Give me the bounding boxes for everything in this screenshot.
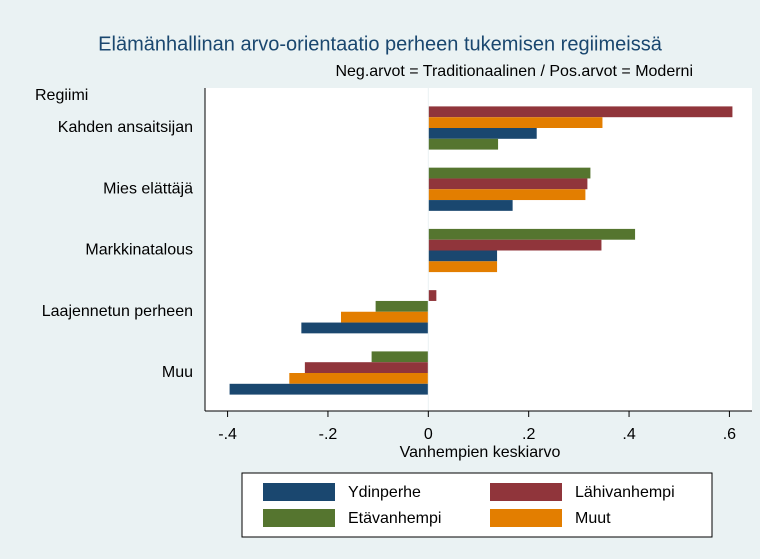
category-label: Markkinatalous [85, 242, 193, 259]
category-label: Muu [162, 364, 193, 381]
category-axis-label: Regiimi [35, 87, 88, 104]
bar [428, 261, 498, 273]
x-tick-label: .6 [723, 426, 736, 443]
bar [428, 178, 588, 190]
legend-label: Ydinperhe [348, 484, 421, 501]
bar [304, 362, 429, 373]
bar [229, 383, 429, 395]
x-axis-label: Vanhempien keskiarvo [400, 444, 561, 461]
chart-title: Elämänhallinan arvo-orientaatio perheen … [98, 33, 663, 55]
x-tick-label: -.2 [319, 426, 338, 443]
bar [371, 351, 429, 363]
category-label: Laajennetun perheen [42, 303, 193, 320]
category-label: Mies elättäjä [103, 180, 193, 197]
bar [428, 117, 603, 128]
legend-swatch [263, 483, 335, 501]
bar [428, 228, 636, 240]
x-tick-label: .2 [522, 426, 535, 443]
bar [428, 189, 586, 201]
legend-box [241, 472, 713, 538]
bar [428, 128, 537, 139]
bar [375, 300, 429, 312]
legend-label: Muut [575, 510, 611, 527]
category-label: Kahden ansaitsijan [58, 119, 193, 136]
bar [428, 106, 733, 118]
bar [428, 250, 498, 262]
bar [289, 373, 429, 384]
legend-swatch [490, 483, 562, 501]
bar [428, 200, 513, 211]
bar [428, 290, 437, 301]
x-tick-label: -.4 [218, 426, 237, 443]
legend-swatch [490, 509, 562, 527]
x-tick-label: .4 [622, 426, 635, 443]
legend-label: Etävanhempi [348, 510, 441, 527]
legend-label: Lähivanhempi [575, 484, 675, 501]
bar [340, 311, 429, 323]
bar [428, 239, 602, 251]
bar [428, 138, 499, 150]
bar [428, 167, 591, 179]
bar [301, 322, 429, 334]
legend-swatch [263, 509, 335, 527]
chart-subtitle: Neg.arvot = Traditionaalinen / Pos.arvot… [335, 63, 693, 80]
x-tick-label: 0 [424, 426, 433, 443]
